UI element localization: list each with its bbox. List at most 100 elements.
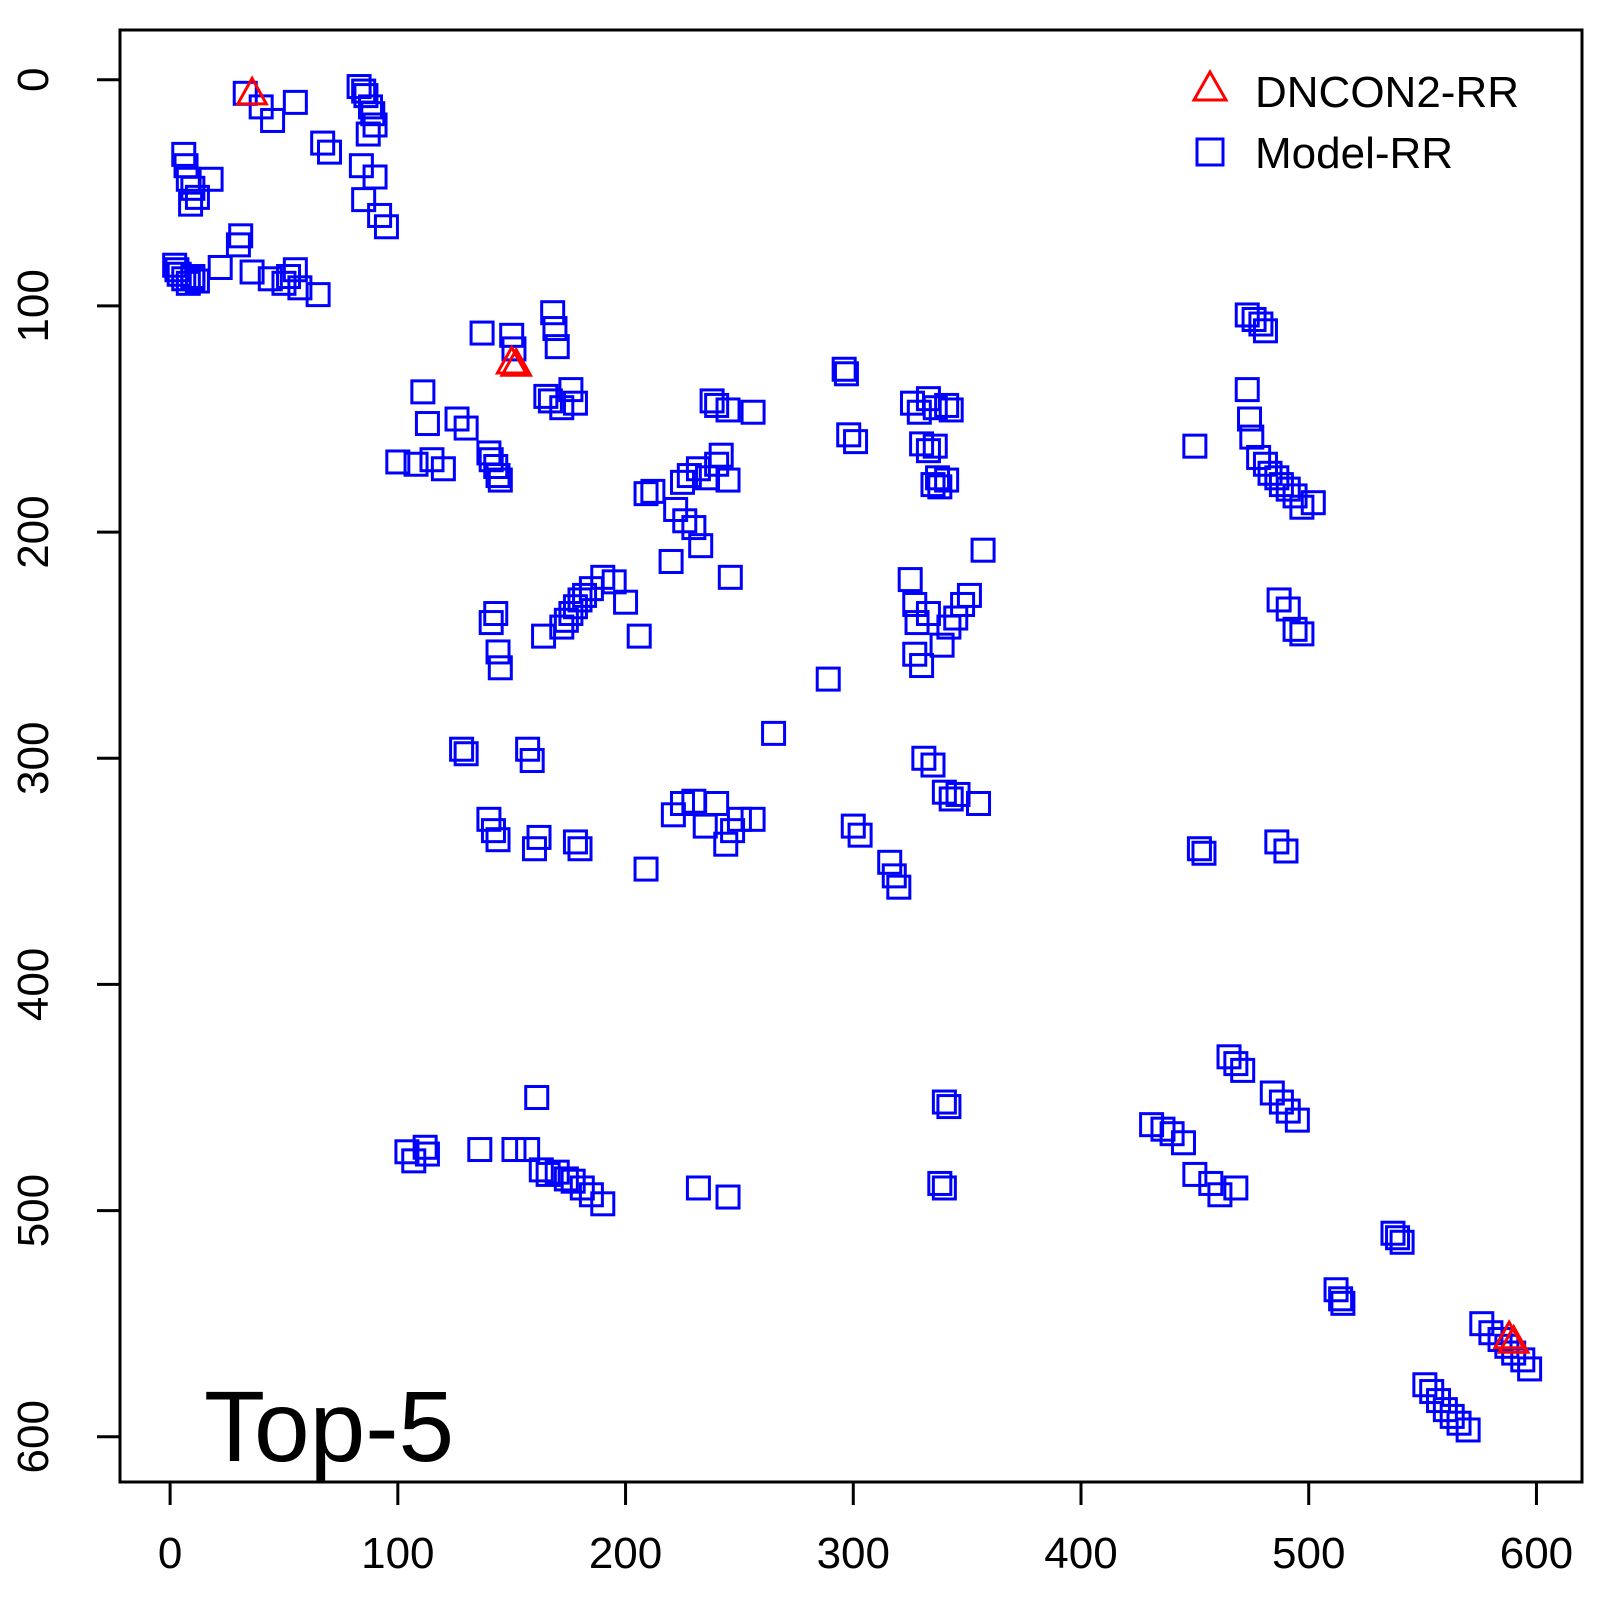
model-rr-point <box>715 397 741 423</box>
model-rr-point <box>558 377 584 403</box>
model-rr-point <box>1275 596 1301 622</box>
model-rr-point <box>1419 1379 1445 1405</box>
legend-label-dncon2-rr: DNCON2-RR <box>1255 68 1519 117</box>
model-rr-point <box>1170 1130 1196 1156</box>
model-rr-point <box>1275 476 1301 502</box>
model-rr-point <box>1282 616 1308 642</box>
model-rr-point <box>929 632 955 658</box>
model-rr-point <box>1284 1107 1310 1133</box>
model-rr-point <box>1268 1089 1294 1115</box>
model-rr-point <box>831 356 857 382</box>
model-rr-point <box>1259 1080 1285 1106</box>
model-rr-point <box>633 856 659 882</box>
x-tick-label: 500 <box>1272 1529 1345 1578</box>
model-rr-point <box>1150 1116 1176 1142</box>
model-rr-point <box>1234 377 1260 403</box>
dncon2-rr-point <box>494 344 529 375</box>
model-rr-point <box>1275 1098 1301 1124</box>
model-rr-point <box>915 601 941 627</box>
dncon2-rr-point <box>1496 1323 1531 1354</box>
model-rr-point <box>287 275 313 301</box>
model-rr-point <box>1191 840 1217 866</box>
legend-label-model-rr: Model-RR <box>1255 129 1453 178</box>
model-rr-point <box>681 515 707 541</box>
model-rr-point <box>1186 836 1212 862</box>
model-rr-point <box>840 813 866 839</box>
model-rr-point <box>317 139 343 165</box>
model-rr-point <box>1248 311 1274 337</box>
model-rr-point <box>544 1159 570 1185</box>
model-rr-point <box>713 831 739 857</box>
model-rr-point <box>1380 1220 1406 1246</box>
model-rr-point <box>931 1175 957 1201</box>
model-rr-point <box>410 379 436 405</box>
model-rr-point <box>669 469 695 495</box>
model-rr-point <box>902 591 928 617</box>
model-rr-point <box>1389 1229 1415 1255</box>
model-rr-point <box>1330 1290 1356 1316</box>
model-rr-point <box>171 266 197 292</box>
model-rr-point <box>695 465 721 491</box>
model-rr-point <box>970 537 996 563</box>
model-rr-point <box>362 112 388 138</box>
model-rr-point <box>485 827 511 853</box>
model-rr-point <box>515 1137 541 1163</box>
model-rr-point <box>815 666 841 692</box>
model-rr-point <box>184 268 210 294</box>
y-axis: 0 100 200 300 400 500 600 <box>9 68 122 1473</box>
x-tick-label: 600 <box>1500 1529 1573 1578</box>
model-rr-point <box>549 395 575 421</box>
model-rr-point <box>257 266 283 292</box>
model-rr-point <box>225 232 251 258</box>
model-rr-point <box>934 392 960 418</box>
model-rr-point <box>836 422 862 448</box>
model-rr-point <box>1182 1161 1208 1187</box>
y-tick-label: 600 <box>9 1400 58 1473</box>
model-rr-point <box>1266 587 1292 613</box>
model-rr-point <box>915 438 941 464</box>
model-rr-point <box>925 465 951 491</box>
model-rr-point <box>1439 1403 1465 1429</box>
panel-label: Top-5 <box>204 1371 454 1483</box>
model-rr-point <box>920 472 946 498</box>
legend-marker-dncon2-rr <box>1191 68 1229 102</box>
model-rr-point <box>355 121 381 147</box>
model-rr-point <box>487 467 513 493</box>
model-rr-point <box>487 655 513 681</box>
model-rr-point <box>1230 1057 1256 1083</box>
model-rr-point <box>453 741 479 767</box>
model-rr-point <box>394 1139 420 1165</box>
model-rr-point <box>945 781 971 807</box>
model-rr-point <box>485 463 511 489</box>
series-model-rr <box>162 74 1543 1443</box>
model-rr-point <box>931 1089 957 1115</box>
y-tick-label: 100 <box>9 269 58 342</box>
legend-marker-model-rr <box>1195 137 1225 167</box>
model-rr-point <box>1252 318 1278 344</box>
model-rr-point <box>449 736 475 762</box>
model-rr-point <box>562 390 588 416</box>
model-rr-point <box>1385 1225 1411 1251</box>
dncon2-rr-point <box>499 346 534 377</box>
model-rr-point <box>936 614 962 640</box>
model-rr-point <box>740 399 766 425</box>
model-rr-point <box>922 433 948 459</box>
model-rr-point <box>562 829 588 855</box>
model-rr-point <box>483 454 509 480</box>
model-rr-point <box>180 175 206 201</box>
model-rr-point <box>708 442 734 468</box>
x-tick-label: 0 <box>158 1529 182 1578</box>
model-rr-point <box>526 824 552 850</box>
dncon2-rr-point <box>235 75 269 106</box>
model-rr-point <box>911 745 937 771</box>
model-rr-point <box>1207 1182 1233 1208</box>
model-rr-point <box>453 415 479 441</box>
model-rr-point <box>717 564 743 590</box>
model-rr-point <box>260 107 286 133</box>
y-tick-label: 0 <box>9 68 58 92</box>
model-rr-point <box>412 1134 438 1160</box>
model-rr-point <box>524 1085 550 1111</box>
model-rr-point <box>877 849 903 875</box>
model-rr-point <box>938 786 964 812</box>
